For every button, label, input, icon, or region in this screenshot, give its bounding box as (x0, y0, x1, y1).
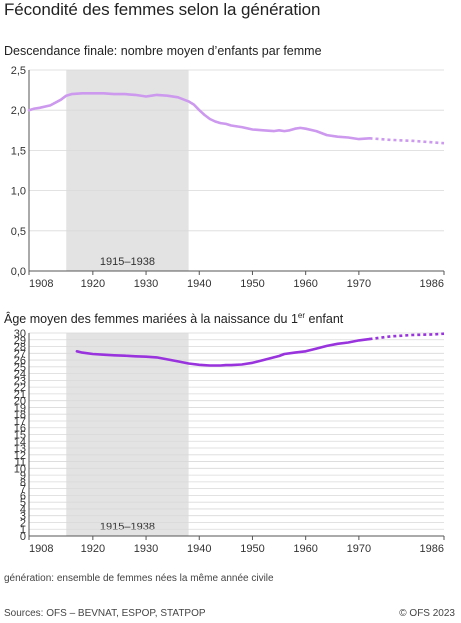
chart-2-series-projection (369, 332, 445, 341)
chart-2-y-tick-label: 30 (14, 328, 26, 340)
chart-2-title-end: enfant (305, 312, 344, 326)
chart-2-y-tick-label: 21 (14, 389, 26, 401)
chart-2-y-tick-label: 7 (20, 484, 26, 496)
chart-1-x-tick-label: 1960 (293, 278, 317, 290)
chart-2-y-tick-label: 10 (14, 463, 26, 475)
chart-2-y-tick-label: 5 (20, 497, 26, 509)
chart-1-x-tick-label: 1920 (81, 278, 105, 290)
chart-1-series-line (27, 92, 371, 141)
chart-2-y-tick-label: 28 (14, 342, 26, 354)
chart-2-y-tick-label: 16 (14, 423, 26, 435)
source-text: Sources: OFS – BEVNAT, ESPOP, STATPOP (4, 608, 206, 619)
chart-2-y-tick-label: 29 (14, 335, 26, 347)
chart-2-y-tick-label: 19 (14, 402, 26, 414)
copyright-text: © OFS 2023 (399, 608, 455, 619)
chart-2-y-tick-label: 4 (20, 504, 26, 516)
chart-1-y-tick-label: 0,0 (11, 266, 26, 278)
chart-2-y-tick-label: 22 (14, 382, 26, 394)
chart-2-y-tick-label: 25 (14, 362, 26, 374)
chart-1-y-tick-label: 1,5 (11, 145, 26, 157)
chart-1-shaded-band (66, 70, 189, 271)
chart-2-y-tick-label: 8 (20, 477, 26, 489)
chart-2-y-tick-label: 1 (20, 524, 26, 536)
chart-2-title-text: Âge moyen des femmes mariées à la naissa… (4, 312, 298, 326)
chart-1-series-projection (369, 137, 445, 145)
chart-2-series-line (75, 337, 371, 367)
chart-2-x-tick-label: 1960 (293, 543, 317, 555)
chart-2-y-tick-label: 15 (14, 430, 26, 442)
chart-2-title-superscript: er (297, 311, 306, 320)
chart-1-x-tick-label: 1950 (240, 278, 264, 290)
chart-1-x-tick-label: 1908 (29, 278, 53, 290)
chart-2-title: Âge moyen des femmes mariées à la naissa… (4, 311, 343, 326)
chart-2-y-tick-label: 23 (14, 375, 26, 387)
chart-2-y-tick-label: 6 (20, 490, 26, 502)
chart-2-x-tick-label: 1908 (29, 543, 53, 555)
chart-2-x-tick-label: 1970 (347, 543, 371, 555)
chart-1-y-tick-label: 2,0 (11, 105, 26, 117)
chart-2-y-tick-label: 26 (14, 355, 26, 367)
chart-2-x-tick-label: 1950 (240, 543, 264, 555)
chart-1-y-tick-label: 1,0 (11, 186, 26, 198)
chart-2-y-tick-label: 20 (14, 396, 26, 408)
chart-1-title: Descendance finale: nombre moyen d’enfan… (4, 44, 322, 58)
chart-2-y-tick-label: 27 (14, 348, 26, 360)
chart-title: Fécondité des femmes selon la génération (4, 0, 321, 19)
chart-1-band-label: 1915–1938 (100, 256, 155, 268)
chart-2-x-tick-label: 1986 (420, 543, 444, 555)
chart-2-x-tick-label: 1920 (81, 543, 105, 555)
chart-2-y-tick-label: 0 (20, 531, 26, 543)
chart-2-y-tick-label: 24 (14, 369, 26, 381)
chart-2-y-tick-label: 12 (14, 450, 26, 462)
chart-1-x-tick-label: 1986 (420, 278, 444, 290)
chart-2-y-tick-label: 2 (20, 517, 26, 529)
chart-2-band-label: 1915–1938 (100, 521, 155, 533)
chart-2-plot: 1915–19380123456789101112131415161718192… (14, 328, 445, 555)
chart-2-y-tick-label: 13 (14, 443, 26, 455)
chart-2-x-tick-label: 1940 (187, 543, 211, 555)
chart-1-x-tick-label: 1930 (134, 278, 158, 290)
chart-2-x-tick-label: 1930 (134, 543, 158, 555)
chart-2-y-tick-label: 14 (14, 436, 26, 448)
chart-1-plot: 1915–1938 0,0 0,5 1,0 1,5 2,0 2,5 1908 1920 1930 1… (11, 65, 445, 290)
chart-2-y-tick-label: 3 (20, 511, 26, 523)
chart-1-x-tick-label: 1940 (187, 278, 211, 290)
generation-note: génération: ensemble de femmes nées la m… (4, 573, 274, 584)
chart-2-y-tick-label: 18 (14, 409, 26, 421)
chart-1-x-tick-label: 1970 (347, 278, 371, 290)
chart-1-y-tick-label: 0,5 (11, 226, 26, 238)
chart-2-y-tick-label: 11 (15, 457, 26, 469)
chart-2-y-tick-label: 9 (20, 470, 26, 482)
chart-2-y-tick-label: 17 (14, 416, 26, 428)
chart-1-y-tick-label: 2,5 (11, 65, 26, 77)
